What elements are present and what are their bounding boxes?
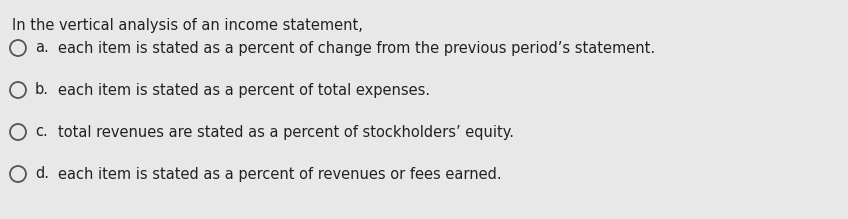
Text: In the vertical analysis of an income statement,: In the vertical analysis of an income st… xyxy=(12,18,363,33)
Text: c.: c. xyxy=(35,124,47,140)
Text: each item is stated as a percent of revenues or fees earned.: each item is stated as a percent of reve… xyxy=(58,166,502,182)
Text: a.: a. xyxy=(35,41,48,55)
Text: b.: b. xyxy=(35,83,49,97)
Text: total revenues are stated as a percent of stockholders’ equity.: total revenues are stated as a percent o… xyxy=(58,124,514,140)
Text: d.: d. xyxy=(35,166,49,182)
Text: each item is stated as a percent of change from the previous period’s statement.: each item is stated as a percent of chan… xyxy=(58,41,656,55)
Text: each item is stated as a percent of total expenses.: each item is stated as a percent of tota… xyxy=(58,83,430,97)
